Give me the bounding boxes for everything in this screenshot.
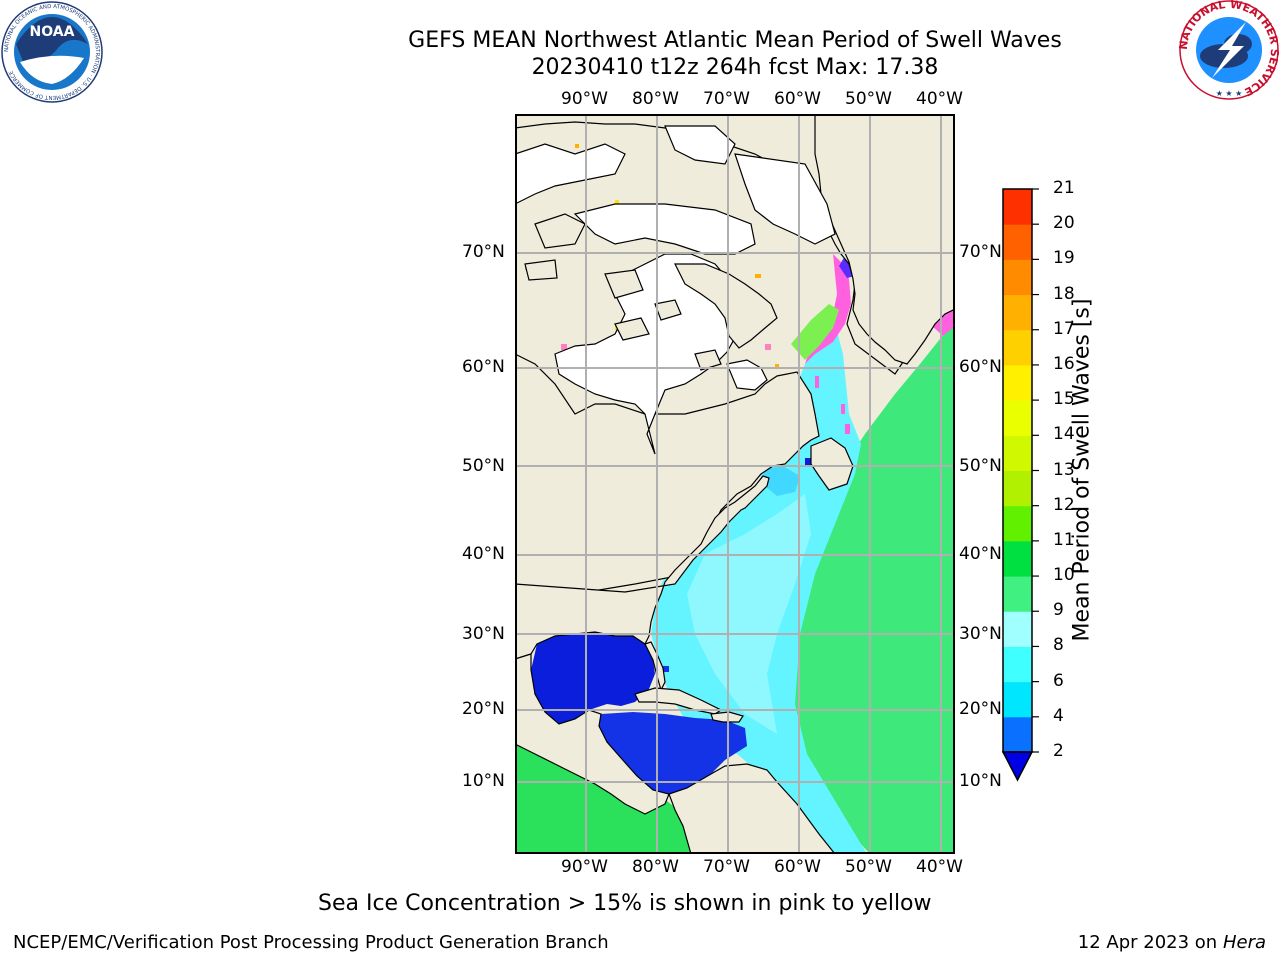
- lat-label-right: 30°N: [959, 624, 1002, 644]
- colorbar-segment: [1003, 716, 1032, 753]
- colorbar-segment: [1003, 646, 1032, 683]
- lon-label-bottom: 90°W: [561, 857, 608, 877]
- footer-producer: NCEP/EMC/Verification Post Processing Pr…: [13, 932, 609, 953]
- lon-label-bottom: 80°W: [632, 857, 679, 877]
- svg-text:★ ★ ★: ★ ★ ★: [1216, 89, 1243, 98]
- colorbar-segment: [1003, 576, 1032, 612]
- lon-label-bottom: 50°W: [845, 857, 892, 877]
- lon-label-bottom: 40°W: [916, 857, 963, 877]
- colorbar-segment: [1003, 470, 1032, 507]
- lat-label-right: 10°N: [959, 771, 1002, 791]
- lat-label-left: 40°N: [462, 544, 505, 564]
- lat-label-left: 30°N: [462, 624, 505, 644]
- colorbar-tick-label: 4: [1053, 705, 1064, 726]
- lon-label-top: 90°W: [561, 89, 608, 109]
- colorbar-segment: [1003, 294, 1032, 331]
- colorbar: [1001, 188, 1039, 782]
- colorbar-tick-label: 9: [1053, 600, 1064, 621]
- lat-label-right: 70°N: [959, 242, 1002, 262]
- lon-label-top: 70°W: [703, 89, 750, 109]
- lon-label-bottom: 60°W: [774, 857, 821, 877]
- colorbar-tick-label: 17: [1053, 318, 1075, 339]
- lon-label-top: 80°W: [632, 89, 679, 109]
- colorbar-segment: [1003, 435, 1032, 471]
- colorbar-label: Mean Period of Swell Waves [s]: [1069, 298, 1095, 642]
- colorbar-tick-label: 15: [1053, 389, 1075, 410]
- lat-label-right: 20°N: [959, 699, 1002, 719]
- lat-label-right: 50°N: [959, 456, 1002, 476]
- colorbar-segment: [1003, 329, 1032, 366]
- colorbar-segment: [1003, 505, 1032, 542]
- colorbar-segment: [1003, 224, 1032, 260]
- map-frame: [515, 114, 955, 854]
- footer-date-text: 12 Apr 2023 on: [1077, 932, 1223, 953]
- colorbar-segment: [1003, 681, 1032, 718]
- colorbar-tick-label: 16: [1053, 353, 1075, 374]
- lat-label-left: 20°N: [462, 699, 505, 719]
- footer-host: Hera: [1222, 932, 1266, 953]
- colorbar-segment: [1003, 540, 1032, 577]
- colorbar-segment: [1003, 259, 1032, 296]
- colorbar-tick-label: 2: [1053, 741, 1064, 761]
- lon-label-bottom: 70°W: [703, 857, 750, 877]
- lon-label-top: 40°W: [916, 89, 963, 109]
- map-panel: [515, 114, 955, 854]
- colorbar-tick-label: 6: [1053, 670, 1064, 691]
- lat-label-left: 10°N: [462, 771, 505, 791]
- colorbar-tick-label: 11: [1053, 529, 1075, 550]
- colorbar-extend-arrow: [1001, 751, 1034, 782]
- colorbar-tick-label: 12: [1053, 494, 1075, 515]
- nws-logo: NATIONAL WEATHER SERVICE ★ ★ ★: [1178, 0, 1280, 100]
- colorbar-tick-label: 8: [1053, 635, 1064, 656]
- lon-label-top: 60°W: [774, 89, 821, 109]
- colorbar-tick-label: 21: [1053, 178, 1075, 198]
- lat-label-left: 50°N: [462, 456, 505, 476]
- sea-ice-note: Sea Ice Concentration > 15% is shown in …: [318, 891, 932, 916]
- plot-subtitle: 20230410 t12z 264h fcst Max: 17.38: [531, 55, 939, 80]
- lat-label-right: 60°N: [959, 357, 1002, 377]
- noaa-logo: NATIONAL OCEANIC AND ATMOSPHERIC ADMINIS…: [1, 1, 103, 103]
- colorbar-segment: [1003, 189, 1032, 225]
- colorbar-segment: [1003, 364, 1032, 401]
- lat-label-left: 70°N: [462, 242, 505, 262]
- lat-label-left: 60°N: [462, 357, 505, 377]
- footer-date: 12 Apr 2023 on Hera: [1078, 932, 1266, 953]
- colorbar-tick-label: 20: [1053, 213, 1075, 234]
- plot-title: GEFS MEAN Northwest Atlantic Mean Period…: [408, 28, 1062, 53]
- colorbar-segment: [1003, 611, 1032, 647]
- lat-label-right: 40°N: [959, 544, 1002, 564]
- colorbar-tick-label: 13: [1053, 459, 1075, 480]
- colorbar-tick-label: 18: [1053, 283, 1075, 304]
- lon-label-top: 50°W: [845, 89, 892, 109]
- colorbar-segment: [1003, 400, 1032, 436]
- colorbar-tick-label: 14: [1053, 424, 1075, 445]
- colorbar-tick-label: 19: [1053, 248, 1075, 269]
- colorbar-tick-label: 10: [1053, 565, 1075, 586]
- graticule: [515, 114, 955, 854]
- noaa-text: NOAA: [30, 24, 75, 40]
